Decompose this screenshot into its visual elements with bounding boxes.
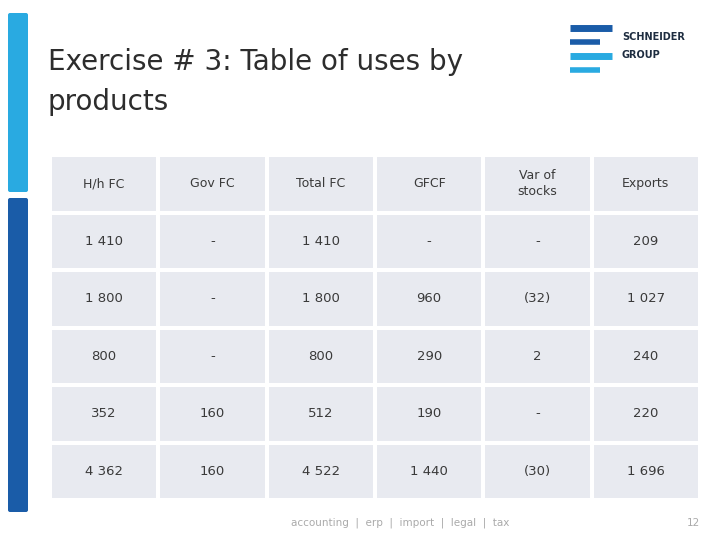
Text: Gov FC: Gov FC: [190, 177, 235, 190]
Text: 160: 160: [200, 407, 225, 420]
Bar: [377, 272, 482, 326]
Text: 1 410: 1 410: [85, 235, 123, 248]
Bar: [485, 272, 590, 326]
Text: (30): (30): [524, 465, 551, 478]
Text: 1 696: 1 696: [627, 465, 665, 478]
Bar: [269, 272, 373, 326]
Text: 1 027: 1 027: [627, 292, 665, 305]
Text: 290: 290: [417, 350, 442, 363]
Bar: [161, 214, 265, 268]
Text: -: -: [210, 350, 215, 363]
Bar: [269, 157, 373, 211]
Text: (32): (32): [524, 292, 551, 305]
Bar: [594, 329, 698, 383]
Bar: [594, 157, 698, 211]
Text: Total FC: Total FC: [296, 177, 346, 190]
Bar: [485, 157, 590, 211]
Bar: [161, 272, 265, 326]
Text: 160: 160: [200, 465, 225, 478]
Text: SCHNEIDER: SCHNEIDER: [622, 32, 685, 42]
Bar: [594, 444, 698, 498]
Bar: [377, 157, 482, 211]
Bar: [377, 214, 482, 268]
Text: 1 440: 1 440: [410, 465, 448, 478]
Text: 800: 800: [308, 350, 333, 363]
Text: 1 800: 1 800: [85, 292, 123, 305]
Text: 240: 240: [633, 350, 659, 363]
Text: accounting  |  erp  |  import  |  legal  |  tax: accounting | erp | import | legal | tax: [291, 518, 509, 528]
Text: 209: 209: [633, 235, 659, 248]
Text: products: products: [48, 88, 169, 116]
Text: -: -: [535, 235, 540, 248]
Bar: [485, 444, 590, 498]
Bar: [161, 387, 265, 441]
Bar: [269, 444, 373, 498]
Bar: [161, 329, 265, 383]
Text: GFCF: GFCF: [413, 177, 446, 190]
Text: 960: 960: [417, 292, 442, 305]
Bar: [594, 387, 698, 441]
Text: -: -: [210, 292, 215, 305]
Text: 2: 2: [534, 350, 541, 363]
Bar: [377, 329, 482, 383]
Text: 1 800: 1 800: [302, 292, 340, 305]
Bar: [52, 329, 156, 383]
Text: Var of
stocks: Var of stocks: [518, 169, 557, 198]
FancyBboxPatch shape: [8, 198, 28, 512]
Bar: [161, 157, 265, 211]
Text: 220: 220: [633, 407, 659, 420]
Text: 12: 12: [687, 518, 700, 528]
Text: 512: 512: [308, 407, 333, 420]
Text: 4 522: 4 522: [302, 465, 340, 478]
Bar: [594, 214, 698, 268]
Bar: [594, 272, 698, 326]
Bar: [52, 387, 156, 441]
Text: H/h FC: H/h FC: [84, 177, 125, 190]
Text: -: -: [210, 235, 215, 248]
Bar: [52, 444, 156, 498]
Text: Exports: Exports: [622, 177, 670, 190]
Bar: [269, 214, 373, 268]
Text: 352: 352: [91, 407, 117, 420]
Text: 800: 800: [91, 350, 117, 363]
Text: 190: 190: [417, 407, 442, 420]
Bar: [269, 387, 373, 441]
Text: 4 362: 4 362: [85, 465, 123, 478]
Bar: [485, 387, 590, 441]
Bar: [377, 444, 482, 498]
Bar: [377, 387, 482, 441]
FancyBboxPatch shape: [8, 13, 28, 192]
Bar: [485, 214, 590, 268]
Bar: [485, 329, 590, 383]
Text: -: -: [535, 407, 540, 420]
Bar: [52, 272, 156, 326]
Text: -: -: [427, 235, 431, 248]
Text: 1 410: 1 410: [302, 235, 340, 248]
Bar: [52, 157, 156, 211]
Text: GROUP: GROUP: [622, 50, 661, 60]
Bar: [161, 444, 265, 498]
Bar: [269, 329, 373, 383]
Bar: [52, 214, 156, 268]
Text: Exercise # 3: Table of uses by: Exercise # 3: Table of uses by: [48, 48, 463, 76]
